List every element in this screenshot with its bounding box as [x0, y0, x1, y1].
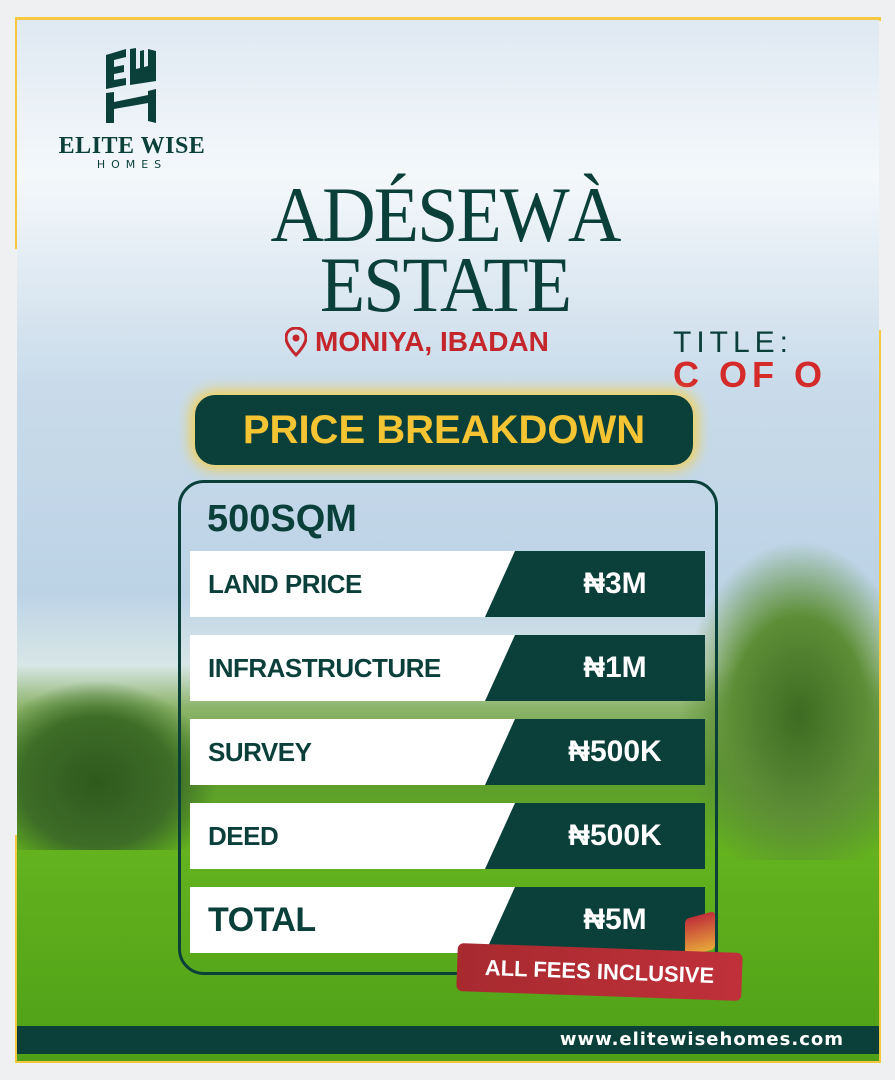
trees-left [17, 680, 217, 850]
title-value: C OF O [673, 354, 827, 395]
plot-size: 500SQM [207, 498, 357, 540]
brand-logo: ELITE WISE HOMES [52, 47, 212, 171]
frame-bottom [15, 1059, 881, 1063]
row-label: DEED [208, 821, 279, 851]
frame-top [15, 17, 881, 21]
ribbon-tail [685, 910, 715, 958]
all-fees-inclusive-badge: ALL FEES INCLUSIVE [456, 943, 743, 1001]
location: MONIYA, IBADAN [285, 326, 549, 358]
location-text: MONIYA, IBADAN [315, 326, 549, 357]
price-breakdown-heading: PRICE BREAKDOWN [195, 395, 693, 465]
title-label: TITLE: [673, 326, 794, 359]
row-label: INFRASTRUCTURE [208, 653, 441, 683]
row-label: TOTAL [208, 901, 316, 939]
price-table-box [178, 480, 718, 975]
price-row-infrastructure: INFRASTRUCTURE ₦1M [190, 635, 705, 701]
row-value: ₦5M [485, 887, 705, 953]
title-document: TITLE: C OF O [673, 326, 827, 396]
frame-right [877, 330, 881, 1063]
logo-mark-icon [106, 48, 156, 123]
poster: ELITE WISE HOMES ADÉSEWÀ ESTATE MONIYA, … [17, 20, 879, 1061]
row-label: SURVEY [208, 737, 312, 767]
price-row-survey: SURVEY ₦500K [190, 719, 705, 785]
brand-name: ELITE WISE [58, 133, 206, 159]
row-value: ₦500K [485, 803, 705, 869]
trees-right [679, 540, 879, 860]
estate-title: ADÉSEWÀ ESTATE [246, 171, 645, 328]
row-value: ₦3M [485, 551, 705, 617]
price-row-deed: DEED ₦500K [190, 803, 705, 869]
estate-title-line1: ADÉSEWÀ [270, 171, 622, 258]
row-label: LAND PRICE [208, 569, 362, 599]
estate-title-line2: ESTATE [319, 241, 572, 328]
map-pin-icon [285, 327, 307, 357]
row-value: ₦500K [485, 719, 705, 785]
row-value: ₦1M [485, 635, 705, 701]
brand-sub: HOMES [96, 158, 168, 171]
website-footer: www.elitewisehomes.com [17, 1026, 879, 1054]
price-row-land: LAND PRICE ₦3M [190, 551, 705, 617]
price-row-total: TOTAL ₦5M [190, 887, 705, 953]
